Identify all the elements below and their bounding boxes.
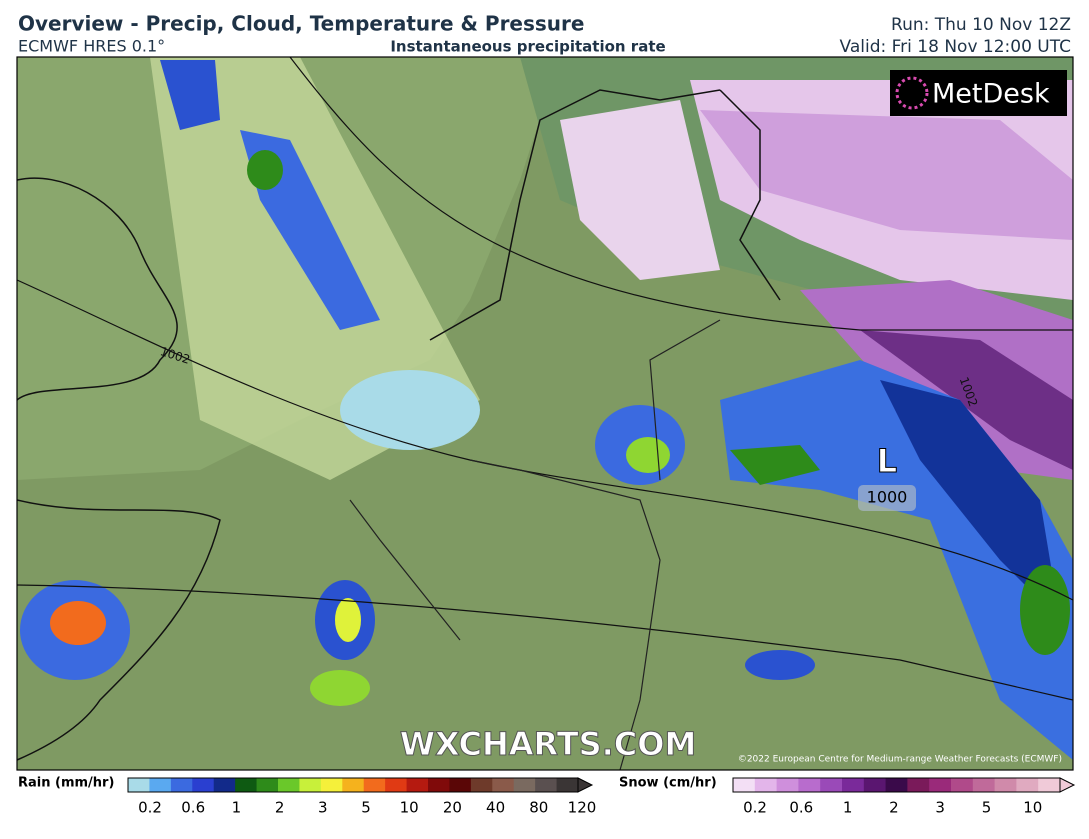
colorbar-segment	[535, 778, 558, 792]
map-frame	[16, 56, 1074, 771]
colorbar-segment	[342, 778, 365, 792]
isobar	[17, 584, 1073, 701]
colorbar-segment	[820, 778, 843, 792]
colorbar-segment	[192, 778, 215, 792]
colorbar-segment	[556, 778, 579, 792]
colorbar-tick-label: 3	[935, 799, 945, 817]
map: MetDesk 1002 1002 L 1000 WXCHARTS.COM ©2…	[16, 56, 1074, 771]
title: Overview - Precip, Cloud, Temperature & …	[18, 12, 584, 36]
colorbar-segment	[842, 778, 865, 792]
colorbar-segment	[170, 778, 193, 792]
colorbar-tick-label: 10	[1023, 799, 1042, 817]
rain-cell	[626, 437, 670, 473]
snow-legend-label: Snow (cm/hr)	[619, 776, 717, 791]
colorbar-segment	[385, 778, 408, 792]
logo-box	[890, 70, 1067, 116]
rain-cell	[247, 150, 283, 190]
rain-cell	[335, 598, 361, 642]
colorbar-segment	[885, 778, 908, 792]
colorbar-tick-label: 2	[889, 799, 899, 817]
colorbar-tick-label: 5	[361, 799, 371, 817]
colorbar-segment	[363, 778, 386, 792]
colorbar-tick-label: 5	[982, 799, 992, 817]
colorbar-segment	[907, 778, 930, 792]
rain-cell	[50, 601, 106, 645]
colorbar-tick-label: 0.6	[181, 799, 205, 817]
colorbar-tick-label: 0.2	[743, 799, 767, 817]
colorbar-tick-label: 10	[400, 799, 419, 817]
colorbar-segment	[776, 778, 799, 792]
colorbar-segment	[798, 778, 821, 792]
colorbar-segment	[733, 778, 756, 792]
colorbar-segment	[128, 778, 150, 792]
colorbar-segment	[994, 778, 1017, 792]
colorbar-segment	[406, 778, 429, 792]
logo-icon	[895, 76, 929, 110]
colorbar-segment	[320, 778, 343, 792]
colorbar-tick-label: 1	[232, 799, 242, 817]
colorbar-segment	[1038, 778, 1061, 792]
coastline	[429, 89, 781, 341]
isobar	[289, 57, 1073, 331]
coastline	[17, 499, 221, 761]
colorbar-tick-label: 20	[443, 799, 462, 817]
colorbar-segment	[278, 778, 300, 792]
colorbar-tick-label: 0.6	[789, 799, 813, 817]
colorbar-tick-label: 120	[568, 799, 597, 817]
colorbar-tick-label: 0.2	[138, 799, 162, 817]
snow-band	[560, 100, 720, 280]
watermark: WXCHARTS.COM	[400, 725, 697, 763]
colorbar-segment	[299, 778, 322, 792]
colorbar-segment	[513, 778, 536, 792]
colorbar-segment	[256, 778, 279, 792]
rain-cell	[160, 60, 220, 130]
colorbar-segment	[428, 778, 450, 792]
rain-cell	[1020, 565, 1070, 655]
colorbar-segment	[929, 778, 952, 792]
colorbar-segment	[470, 778, 493, 792]
low-pressure: 1000	[867, 488, 908, 507]
colorbar-tick-label: 3	[318, 799, 328, 817]
colorbar-segment	[213, 778, 236, 792]
colorbar-arrow	[1059, 777, 1076, 793]
colorbar-segment	[449, 778, 472, 792]
colorbar-segment	[754, 778, 778, 792]
coastline	[17, 177, 178, 401]
copyright: ©2022 European Centre for Medium-range W…	[738, 755, 1062, 765]
rain-legend-label: Rain (mm/hr)	[18, 776, 114, 791]
rain-light	[340, 370, 480, 450]
colorbar-tick-label: 1	[843, 799, 853, 817]
low-symbol: L	[877, 442, 897, 480]
model-label: ECMWF HRES 0.1°	[18, 37, 165, 56]
colorbar-arrow	[577, 777, 594, 793]
colorbar-segment	[235, 778, 258, 792]
logo-text: MetDesk	[932, 79, 1050, 110]
colorbar-segment	[972, 778, 996, 792]
colorbar-tick-label: 2	[275, 799, 285, 817]
colorbar-segment	[492, 778, 515, 792]
field-label: Instantaneous precipitation rate	[390, 38, 665, 56]
low-label-box	[858, 485, 916, 511]
valid-label: Valid: Fri 18 Nov 12:00 UTC	[840, 37, 1071, 57]
colorbar-tick-label: 80	[529, 799, 548, 817]
colorbar-frame	[127, 777, 579, 793]
rain-cell	[745, 650, 815, 680]
colorbar-tick-label: 40	[486, 799, 505, 817]
colorbar-segment	[1016, 778, 1039, 792]
rain-core	[730, 445, 820, 485]
colorbar-frame	[732, 777, 1061, 793]
border	[349, 319, 721, 770]
snow-band	[700, 110, 1073, 240]
colorbar-segment	[149, 778, 172, 792]
colorbar-segment	[951, 778, 974, 792]
rain-core	[880, 380, 1060, 620]
snow-core	[860, 330, 1073, 470]
rain-cell	[310, 670, 370, 706]
run-label: Run: Thu 10 Nov 12Z	[891, 15, 1071, 35]
colorbar-segment	[863, 778, 887, 792]
legend: Rain (mm/hr) Snow (cm/hr) 0.2 0.6 1 2 3 5 10 20…	[18, 776, 1076, 817]
